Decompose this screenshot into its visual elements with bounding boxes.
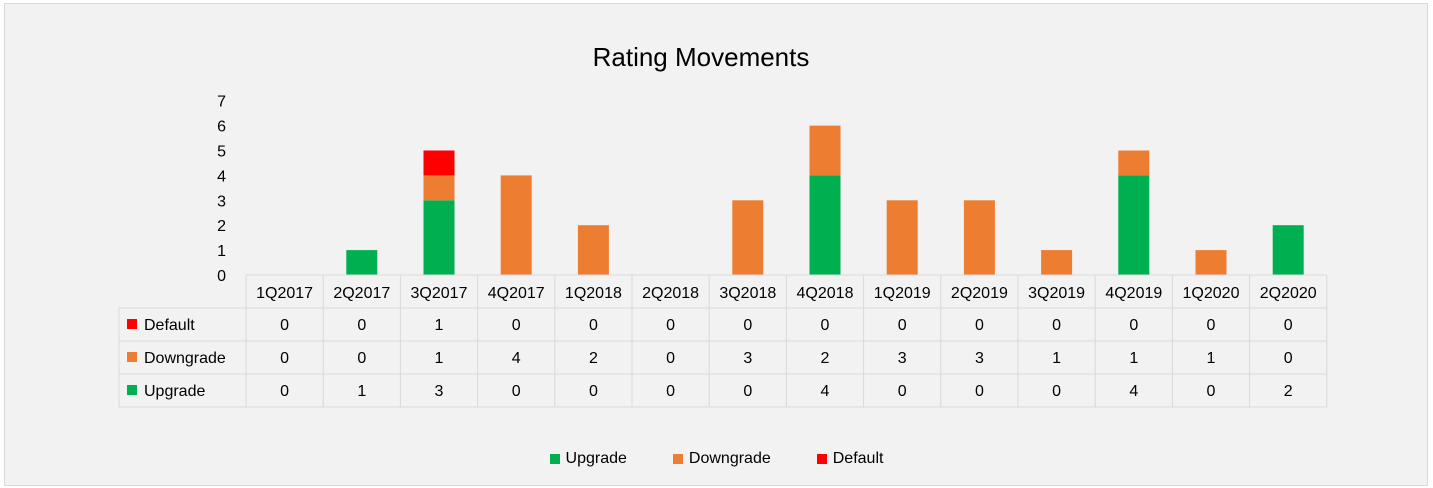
table-row-label: Downgrade (144, 350, 226, 367)
table-cell-value: 0 (898, 317, 907, 334)
bar-upgrade-3Q2017 (423, 200, 455, 275)
table-cell-value: 0 (280, 350, 289, 367)
table-row-label: Upgrade (144, 383, 205, 400)
table-cell-value: 0 (975, 383, 984, 400)
legend-label: Downgrade (688, 450, 771, 467)
y-tick-label: 4 (217, 168, 226, 185)
x-tick-label: 1Q2020 (1183, 285, 1240, 302)
x-tick-label: 2Q2017 (333, 285, 390, 302)
bar-default-3Q2017 (423, 150, 455, 176)
x-tick-label: 4Q2018 (797, 285, 854, 302)
table-cell-value: 0 (1284, 350, 1293, 367)
table-cell-value: 1 (435, 350, 444, 367)
table-cell-value: 0 (1207, 383, 1216, 400)
y-tick-label: 1 (217, 243, 226, 260)
x-tick-label: 2Q2020 (1260, 285, 1317, 302)
bar-upgrade-2Q2017 (346, 250, 378, 275)
table-cell-value: 0 (975, 317, 984, 334)
y-tick-label: 6 (217, 119, 226, 136)
x-tick-label: 1Q2017 (256, 285, 313, 302)
table-cell-value: 0 (1052, 383, 1061, 400)
x-tick-label: 4Q2019 (1105, 285, 1162, 302)
x-tick-label: 3Q2017 (411, 285, 468, 302)
chart-title: Rating Movements (592, 42, 810, 72)
table-swatch-upgrade (127, 385, 137, 395)
chart-area (4, 3, 1428, 486)
bar-upgrade-4Q2018 (809, 175, 841, 275)
legend-label: Upgrade (565, 450, 627, 467)
table-cell-value: 0 (898, 383, 907, 400)
table-cell-value: 3 (435, 383, 444, 400)
y-tick-label: 3 (217, 193, 226, 210)
table-cell-value: 0 (280, 317, 289, 334)
table-cell-value: 1 (357, 383, 366, 400)
table-cell-value: 0 (357, 317, 366, 334)
legend-item-default: Default (816, 450, 884, 468)
bar-upgrade-4Q2019 (1118, 175, 1150, 275)
bar-downgrade-2Q2019 (963, 200, 995, 275)
x-tick-label: 1Q2019 (874, 285, 931, 302)
table-cell-value: 4 (821, 383, 830, 400)
bar-downgrade-4Q2018 (809, 125, 841, 176)
table-cell-value: 0 (512, 317, 521, 334)
x-tick-label: 3Q2019 (1028, 285, 1085, 302)
y-tick-label: 5 (217, 144, 226, 161)
table-cell-value: 0 (1129, 317, 1138, 334)
legend-swatch (816, 454, 827, 464)
table-swatch-default (127, 319, 137, 329)
bar-downgrade-3Q2019 (1041, 250, 1073, 275)
table-cell-value: 0 (743, 317, 752, 334)
bar-downgrade-1Q2018 (577, 225, 609, 275)
table-cell-value: 0 (821, 317, 830, 334)
table-cell-value: 0 (589, 317, 598, 334)
table-cell-value: 0 (743, 383, 752, 400)
table-cell-value: 0 (666, 317, 675, 334)
table-cell-value: 4 (1129, 383, 1138, 400)
y-tick-label: 7 (217, 94, 226, 111)
table-cell-value: 0 (280, 383, 289, 400)
bar-downgrade-4Q2017 (500, 175, 532, 275)
table-cell-value: 2 (589, 350, 598, 367)
table-cell-value: 1 (435, 317, 444, 334)
table-cell-value: 0 (589, 383, 598, 400)
bar-downgrade-1Q2019 (886, 200, 918, 275)
table-row-label: Default (144, 317, 195, 334)
legend-swatch (672, 454, 683, 464)
table-cell-value: 4 (512, 350, 521, 367)
legend-item-upgrade: Upgrade (549, 450, 627, 468)
legend-label: Default (832, 450, 884, 467)
chart-legend: Upgrade Downgrade Default (0, 450, 1433, 468)
table-cell-value: 0 (666, 350, 675, 367)
x-tick-label: 2Q2019 (951, 285, 1008, 302)
x-tick-label: 2Q2018 (642, 285, 699, 302)
table-cell-value: 1 (1052, 350, 1061, 367)
table-cell-value: 0 (666, 383, 675, 400)
bar-downgrade-1Q2020 (1195, 250, 1227, 275)
x-tick-label: 1Q2018 (565, 285, 622, 302)
table-cell-value: 0 (1284, 317, 1293, 334)
table-cell-value: 3 (975, 350, 984, 367)
table-cell-value: 2 (1284, 383, 1293, 400)
legend-swatch (549, 454, 560, 464)
x-tick-label: 3Q2018 (719, 285, 776, 302)
table-cell-value: 2 (821, 350, 830, 367)
table-cell-value: 3 (743, 350, 752, 367)
bar-upgrade-2Q2020 (1272, 225, 1304, 275)
x-tick-label: 4Q2017 (488, 285, 545, 302)
table-cell-value: 0 (357, 350, 366, 367)
table-cell-value: 0 (512, 383, 521, 400)
bar-downgrade-4Q2019 (1118, 150, 1150, 176)
legend-item-downgrade: Downgrade (672, 450, 771, 468)
table-cell-value: 1 (1207, 350, 1216, 367)
table-swatch-downgrade (127, 352, 137, 362)
bar-downgrade-3Q2017 (423, 175, 455, 201)
table-cell-value: 0 (1052, 317, 1061, 334)
bar-downgrade-3Q2018 (732, 200, 764, 275)
table-cell-value: 0 (1207, 317, 1216, 334)
y-tick-label: 2 (217, 218, 226, 235)
table-cell-value: 1 (1129, 350, 1138, 367)
y-tick-label: 0 (217, 268, 226, 285)
table-cell-value: 3 (898, 350, 907, 367)
